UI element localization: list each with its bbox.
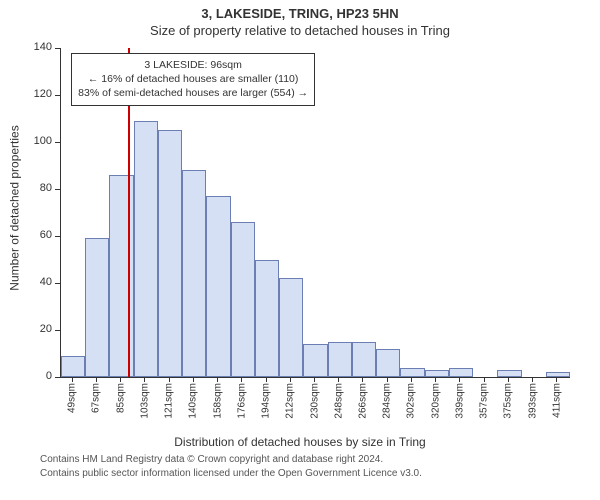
tick-label: 67sqm (91, 383, 102, 413)
tick-label: 248sqm (333, 383, 344, 419)
x-axis-label: Distribution of detached houses by size … (0, 435, 600, 449)
tick-label: 302sqm (406, 383, 417, 419)
tick-mark (411, 377, 412, 382)
tick-label: 393sqm (527, 383, 538, 419)
tick-mark (55, 377, 60, 378)
tick-mark (193, 377, 194, 382)
tick-mark (241, 377, 242, 382)
tick-label: 0 (0, 370, 52, 382)
plot-area: 3 LAKESIDE: 96sqm← 16% of detached house… (60, 48, 570, 378)
tick-mark (55, 283, 60, 284)
histogram-bar (425, 370, 449, 377)
histogram-bar (376, 349, 400, 377)
tick-label: 411sqm (551, 383, 562, 418)
histogram-bar (85, 238, 109, 377)
tick-label: 266sqm (357, 383, 368, 419)
tick-label: 80 (0, 182, 52, 194)
tick-label: 284sqm (382, 383, 393, 419)
tick-mark (120, 377, 121, 382)
tick-label: 121sqm (164, 383, 175, 419)
histogram-bar (61, 356, 85, 377)
info-box-line: ← 16% of detached houses are smaller (11… (78, 72, 308, 86)
tick-mark (338, 377, 339, 382)
tick-mark (290, 377, 291, 382)
histogram-bar (546, 372, 570, 377)
tick-label: 20 (0, 323, 52, 335)
tick-label: 194sqm (261, 383, 272, 419)
tick-label: 230sqm (309, 383, 320, 419)
tick-mark (217, 377, 218, 382)
tick-mark (55, 48, 60, 49)
tick-label: 49sqm (67, 383, 78, 413)
tick-mark (55, 330, 60, 331)
tick-mark (314, 377, 315, 382)
histogram-bar (158, 130, 182, 377)
tick-mark (55, 95, 60, 96)
tick-label: 140sqm (188, 383, 199, 419)
histogram-bar (352, 342, 376, 377)
tick-mark (484, 377, 485, 382)
tick-mark (169, 377, 170, 382)
histogram-bar (328, 342, 352, 377)
tick-mark (459, 377, 460, 382)
tick-label: 85sqm (115, 383, 126, 413)
histogram-bar (449, 368, 473, 377)
tick-mark (508, 377, 509, 382)
histogram-bar (497, 370, 521, 377)
tick-mark (435, 377, 436, 382)
tick-mark (55, 189, 60, 190)
histogram-bar (231, 222, 255, 377)
histogram-bar (303, 344, 327, 377)
info-box-line: 83% of semi-detached houses are larger (… (78, 86, 308, 100)
info-box: 3 LAKESIDE: 96sqm← 16% of detached house… (71, 53, 315, 106)
histogram-bar (109, 175, 133, 377)
tick-label: 140 (0, 41, 52, 53)
tick-mark (556, 377, 557, 382)
tick-label: 158sqm (212, 383, 223, 419)
tick-label: 40 (0, 276, 52, 288)
tick-label: 212sqm (285, 383, 296, 419)
histogram-bar (182, 170, 206, 377)
tick-mark (387, 377, 388, 382)
tick-label: 375sqm (503, 383, 514, 419)
tick-mark (96, 377, 97, 382)
tick-mark (362, 377, 363, 382)
histogram-bar (400, 368, 424, 377)
tick-mark (144, 377, 145, 382)
tick-label: 103sqm (139, 383, 150, 419)
tick-mark (55, 142, 60, 143)
tick-mark (266, 377, 267, 382)
attribution-line-2: Contains public sector information licen… (40, 467, 600, 481)
histogram-bar (279, 278, 303, 377)
tick-mark (72, 377, 73, 382)
page-subtitle: Size of property relative to detached ho… (0, 23, 600, 38)
histogram-bar (206, 196, 230, 377)
tick-label: 339sqm (454, 383, 465, 419)
tick-mark (532, 377, 533, 382)
histogram-bar (255, 260, 279, 378)
tick-label: 176sqm (236, 383, 247, 419)
tick-label: 120 (0, 88, 52, 100)
tick-label: 320sqm (430, 383, 441, 419)
tick-label: 60 (0, 229, 52, 241)
histogram-bar (134, 121, 158, 377)
page-title: 3, LAKESIDE, TRING, HP23 5HN (0, 6, 600, 21)
tick-label: 357sqm (479, 383, 490, 419)
tick-label: 100 (0, 135, 52, 147)
attribution: Contains HM Land Registry data © Crown c… (40, 453, 600, 480)
attribution-line-1: Contains HM Land Registry data © Crown c… (40, 453, 600, 467)
chart-container: Number of detached properties 3 LAKESIDE… (0, 38, 600, 433)
info-box-line: 3 LAKESIDE: 96sqm (78, 58, 308, 72)
tick-mark (55, 236, 60, 237)
